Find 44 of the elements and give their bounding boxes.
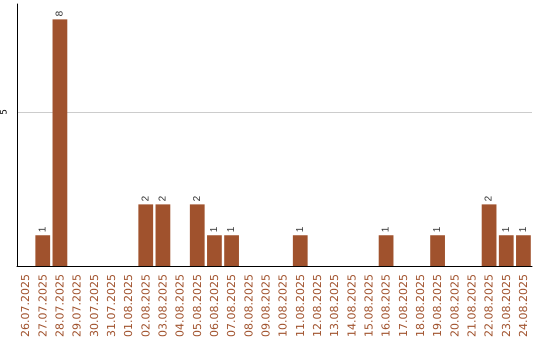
x-tick-label: 31.07.2025 xyxy=(104,274,118,338)
x-tick-label: 04.08.2025 xyxy=(174,274,187,338)
x-tick-label: 20.08.2025 xyxy=(448,274,462,338)
data-label: 2 xyxy=(192,195,203,202)
data-label: 2 xyxy=(157,195,168,202)
x-tick-label: 01.08.2025 xyxy=(122,274,136,338)
data-label: 1 xyxy=(226,226,238,232)
data-label: 1 xyxy=(432,226,444,232)
x-tick-label: 05.08.2025 xyxy=(190,274,204,338)
data-label: 1 xyxy=(37,226,48,232)
x-tick-label: 12.08.2025 xyxy=(310,274,324,338)
data-label: 1 xyxy=(518,226,529,232)
x-tick-label: 21.08.2025 xyxy=(465,274,478,338)
data-label: 1 xyxy=(208,226,220,232)
x-tick-label: 16.08.2025 xyxy=(380,274,393,338)
x-tick-label: 09.08.2025 xyxy=(259,274,272,338)
data-label: 1 xyxy=(380,226,392,232)
x-tick-label: 22.08.2025 xyxy=(482,274,496,338)
x-tick-label: 02.08.2025 xyxy=(139,274,152,338)
x-tick-label: 07.08.2025 xyxy=(225,274,238,338)
x-tick-label: 26.07.2025 xyxy=(19,274,32,338)
data-label: 1 xyxy=(500,226,512,232)
x-tick-label: 29.07.2025 xyxy=(70,274,84,338)
data-label: 1 xyxy=(294,226,306,232)
x-tick-label: 11.08.2025 xyxy=(294,274,307,338)
x-tick-label: 14.08.2025 xyxy=(345,274,358,338)
x-tick-label: 23.08.2025 xyxy=(500,274,513,338)
x-tick-label: 28.07.2025 xyxy=(53,274,66,338)
x-tick-label: 15.08.2025 xyxy=(362,274,376,338)
data-label: 2 xyxy=(140,195,152,202)
data-label: 8 xyxy=(54,10,66,16)
x-tick-label: 06.08.2025 xyxy=(208,274,221,338)
x-tick-label: 08.08.2025 xyxy=(242,274,256,338)
x-tick-label: 17.08.2025 xyxy=(396,274,410,338)
x-tick-label: 19.08.2025 xyxy=(431,274,444,338)
x-tick-label: 10.08.2025 xyxy=(276,274,290,338)
x-tick-label: 30.07.2025 xyxy=(88,274,101,338)
y-tick-label: 5 xyxy=(0,109,10,115)
x-tick-label: 18.08.2025 xyxy=(414,274,427,338)
data-label: 2 xyxy=(484,195,495,202)
x-tick-label: 13.08.2025 xyxy=(328,274,342,338)
x-tick-label: 27.07.2025 xyxy=(36,274,50,338)
x-tick-label: 24.08.2025 xyxy=(516,274,530,338)
x-tick-label: 03.08.2025 xyxy=(156,274,170,338)
